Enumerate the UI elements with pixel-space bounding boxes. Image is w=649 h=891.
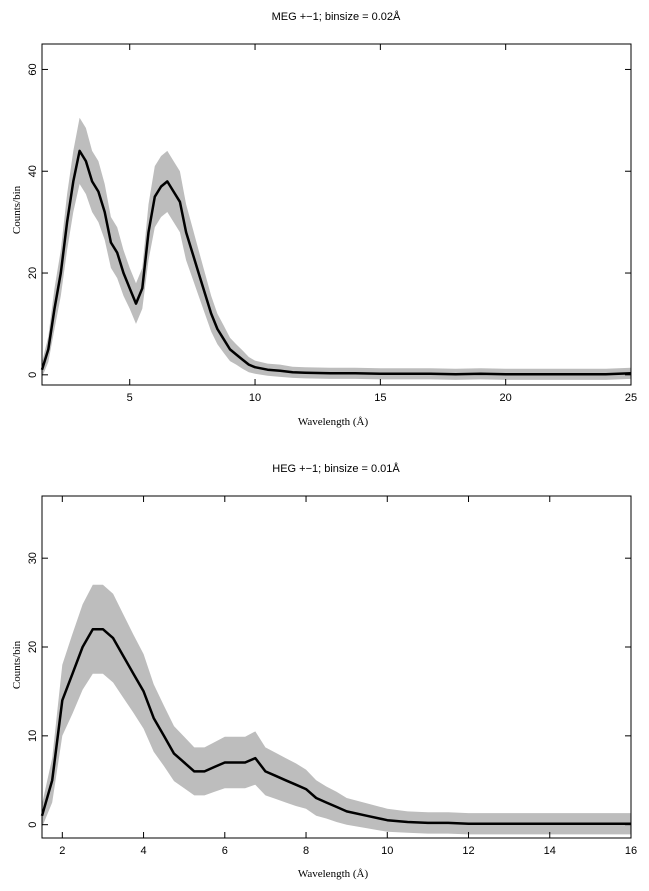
heg-plot-frame <box>41 495 632 839</box>
heg-error-band-area <box>42 584 631 835</box>
meg-y-tick-label: 60 <box>27 63 39 75</box>
meg-x-tick-label: 25 <box>625 392 637 404</box>
heg-spectrum-line <box>40 627 631 826</box>
heg-error-band <box>42 584 631 835</box>
meg-chart-title: MEG +−1; binsize = 0.02Å <box>272 10 401 23</box>
heg-y-axis: 0 10 20 30 <box>27 552 631 828</box>
meg-spectrum-path <box>40 149 632 376</box>
meg-x-axis: 5 10 15 20 25 <box>127 44 637 404</box>
heg-x-tick-label: 6 <box>222 845 228 857</box>
heg-y-tick-label: 0 <box>27 822 39 828</box>
meg-plot-frame <box>41 43 632 386</box>
meg-panel: MEG +−1; binsize = 0.02Å 5 10 15 20 25 0 20 40… <box>11 10 637 428</box>
heg-x-tick-label: 14 <box>544 845 556 857</box>
meg-error-band-area <box>42 117 631 380</box>
heg-y-tick-label: 30 <box>27 552 39 564</box>
heg-chart-title: HEG +−1; binsize = 0.01Å <box>272 462 400 475</box>
heg-x-tick-label: 4 <box>140 845 146 857</box>
heg-y-tick-label: 20 <box>27 641 39 653</box>
heg-x-axis: 2 4 6 8 10 12 14 16 <box>59 496 637 857</box>
meg-spectrum-line <box>40 149 632 376</box>
meg-error-band <box>42 117 631 380</box>
meg-y-tick-label: 40 <box>27 165 39 177</box>
meg-y-axis-label: Counts/bin <box>11 185 23 234</box>
meg-y-tick-label: 0 <box>27 372 39 378</box>
meg-x-tick-label: 5 <box>127 392 133 404</box>
meg-x-tick-label: 20 <box>500 392 512 404</box>
meg-x-tick-label: 15 <box>374 392 386 404</box>
heg-x-axis-label: Wavelength (Å) <box>298 868 369 880</box>
heg-panel: HEG +−1; binsize = 0.01Å 2 4 6 8 10 12 14 16 0 1… <box>11 462 637 880</box>
meg-y-tick-label: 20 <box>27 267 39 279</box>
heg-x-tick-label: 10 <box>381 845 393 857</box>
heg-spectrum-path <box>40 627 631 826</box>
heg-x-tick-label: 8 <box>303 845 309 857</box>
heg-x-tick-label: 12 <box>462 845 474 857</box>
meg-x-tick-label: 10 <box>249 392 261 404</box>
meg-x-axis-label: Wavelength (Å) <box>298 416 369 428</box>
meg-y-axis: 0 20 40 60 <box>27 63 631 378</box>
heg-x-tick-label: 16 <box>625 845 637 857</box>
heg-x-tick-label: 2 <box>59 845 65 857</box>
heg-y-axis-label: Counts/bin <box>11 640 23 689</box>
heg-y-tick-label: 10 <box>27 730 39 742</box>
